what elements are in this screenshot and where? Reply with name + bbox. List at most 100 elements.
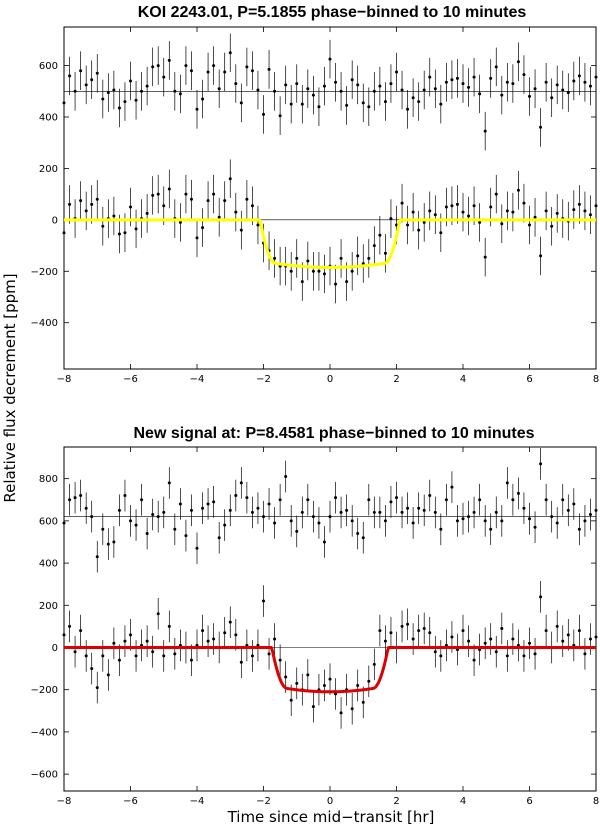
plot1-series0-point-88 — [550, 224, 554, 228]
plot1-series0-point-87 — [544, 209, 548, 213]
plot1-series0-point-55 — [367, 256, 371, 260]
plot1-series0-point-24 — [195, 236, 199, 240]
plot2-y-tick-label-5: 400 — [39, 559, 58, 570]
plot1-offset-point-7 — [101, 97, 105, 101]
plot1-series0-point-59 — [389, 217, 393, 221]
plot2-series0-point-0 — [62, 633, 66, 637]
plot1-offset-point-70 — [450, 78, 454, 82]
plot1-offset-point-46 — [317, 105, 321, 109]
plot2: −8 −6 −4 −2 0 2 4 6 8 −600 −400 −200 0 200 400 600 800 — [31, 446, 599, 807]
plot2-offset-point-75 — [478, 498, 482, 502]
plot1-series0-point-83 — [522, 201, 526, 205]
plot2-offset-point-31 — [234, 494, 238, 498]
plot2-series0-point-2 — [73, 650, 77, 654]
plot2-offset-point-50 — [339, 510, 343, 514]
plot2-series0-point-57 — [378, 629, 382, 633]
plot2-offset-point-19 — [167, 481, 171, 485]
plot1-offset-point-21 — [178, 92, 182, 96]
plot1-x-tick-label-3: −2 — [256, 374, 271, 385]
plot1-offset-point-10 — [117, 106, 121, 110]
plot1-offset-point-49 — [334, 80, 338, 84]
plot1-offset-point-60 — [395, 70, 398, 74]
plot1-series0-point-10 — [117, 232, 121, 236]
plot2-offset-point-49 — [334, 496, 338, 500]
plot2-series0-point-59 — [389, 631, 393, 635]
plot2-x-tick-label-0: −8 — [57, 796, 72, 807]
plot2-offset-point-6 — [95, 555, 99, 559]
plot2-offset-point-24 — [195, 546, 199, 550]
plot1-offset-point-51 — [345, 103, 349, 107]
plot2-series0-point-91 — [566, 633, 570, 637]
plot1-offset-point-37 — [267, 67, 271, 71]
plot2-offset-point-71 — [455, 519, 459, 523]
plot1-offset-point-40 — [284, 83, 288, 87]
plot1-offset-point-58 — [383, 100, 387, 104]
plot2-series0-point-52 — [350, 707, 354, 711]
plot1-series0-point-66 — [428, 209, 432, 213]
plot1-series0-point-79 — [500, 222, 504, 226]
plot1-series0-point-27 — [212, 192, 216, 196]
plot2-offset-point-9 — [112, 540, 116, 544]
plot1-offset-point-5 — [90, 78, 94, 82]
plot1-offset-point-29 — [223, 70, 227, 74]
plot1-series0-point-93 — [577, 202, 581, 206]
plot2-series0-point-95 — [588, 637, 592, 641]
plot2-series0-point-94 — [583, 652, 587, 656]
plot2-series0-point-67 — [433, 650, 437, 654]
plot2-title: New signal at: P=8.4581 phase−binned to … — [133, 425, 534, 442]
plot1-offset-point-89 — [555, 83, 559, 87]
plot2-series0-point-81 — [511, 637, 515, 641]
plot1-series0-point-54 — [361, 262, 365, 266]
plot2-series0-point-4 — [84, 654, 88, 658]
plot2-offset-point-13 — [134, 523, 138, 527]
plot1-offset-point-35 — [256, 88, 260, 92]
plot1-series0-point-58 — [383, 251, 387, 255]
plot2-offset-point-10 — [117, 508, 121, 512]
plot2-series0-point-12 — [129, 633, 132, 637]
plot2-offset-point-48 — [328, 515, 332, 519]
plot2-offset-point-4 — [84, 506, 88, 510]
plot2-offset-point-80 — [505, 481, 509, 485]
plot1-series0-point-33 — [245, 197, 249, 201]
plot2-series0-point-11 — [123, 639, 127, 643]
plot2-y-tick-label-7: 800 — [39, 474, 58, 485]
plot1-series0-point-53 — [356, 254, 360, 258]
plot1-offset-point-95 — [588, 84, 592, 88]
plot2-series0-point-87 — [544, 629, 548, 633]
plot2-offset-point-32 — [239, 481, 243, 485]
plot1-series0-point-34 — [250, 204, 254, 208]
y-axis-label: Relative flux decrement [ppm] — [1, 273, 19, 502]
plot1-offset-point-77 — [489, 76, 493, 80]
plot2-series0-point-36 — [262, 599, 265, 603]
plot1-offset-point-1 — [68, 74, 72, 78]
plot1-offset-point-52 — [350, 78, 354, 82]
plot1-title: KOI 2243.01, P=5.1855 phase−binned to 10… — [138, 4, 527, 21]
plot2-series0-point-45 — [311, 705, 315, 709]
plot1-offset-point-90 — [561, 88, 565, 92]
plot2-series0-point-29 — [223, 631, 227, 635]
plot2-offset-point-11 — [123, 494, 127, 498]
plot2-series0-point-32 — [239, 660, 243, 664]
plot1-offset-point-50 — [339, 89, 343, 93]
plot1-offset-point-79 — [500, 93, 504, 97]
plot1-offset-point-53 — [356, 83, 360, 87]
plot2-offset-point-30 — [228, 508, 232, 512]
plot1-offset-point-92 — [572, 79, 576, 83]
plot2-series0-point-58 — [383, 639, 387, 643]
plot1-offset-point-87 — [544, 80, 548, 84]
plot2-series0-point-9 — [112, 641, 116, 645]
plot2-offset-point-91 — [566, 508, 570, 512]
plot2-series0-point-30 — [228, 620, 232, 624]
plot1-x-tick-label-7: 6 — [526, 374, 532, 385]
plot2-offset-point-70 — [450, 485, 454, 489]
plot2-series0-point-68 — [439, 654, 443, 658]
plot1-offset-point-54 — [361, 101, 365, 105]
plot2-offset-point-41 — [289, 519, 293, 523]
plot2-offset-point-53 — [356, 532, 360, 536]
plot1-series0-point-38 — [273, 256, 277, 260]
plot1-offset-point-71 — [455, 76, 459, 80]
plot2-offset-point-84 — [528, 517, 531, 521]
plot1-series0-point-65 — [422, 220, 426, 224]
plot2-offset-point-89 — [555, 521, 559, 525]
